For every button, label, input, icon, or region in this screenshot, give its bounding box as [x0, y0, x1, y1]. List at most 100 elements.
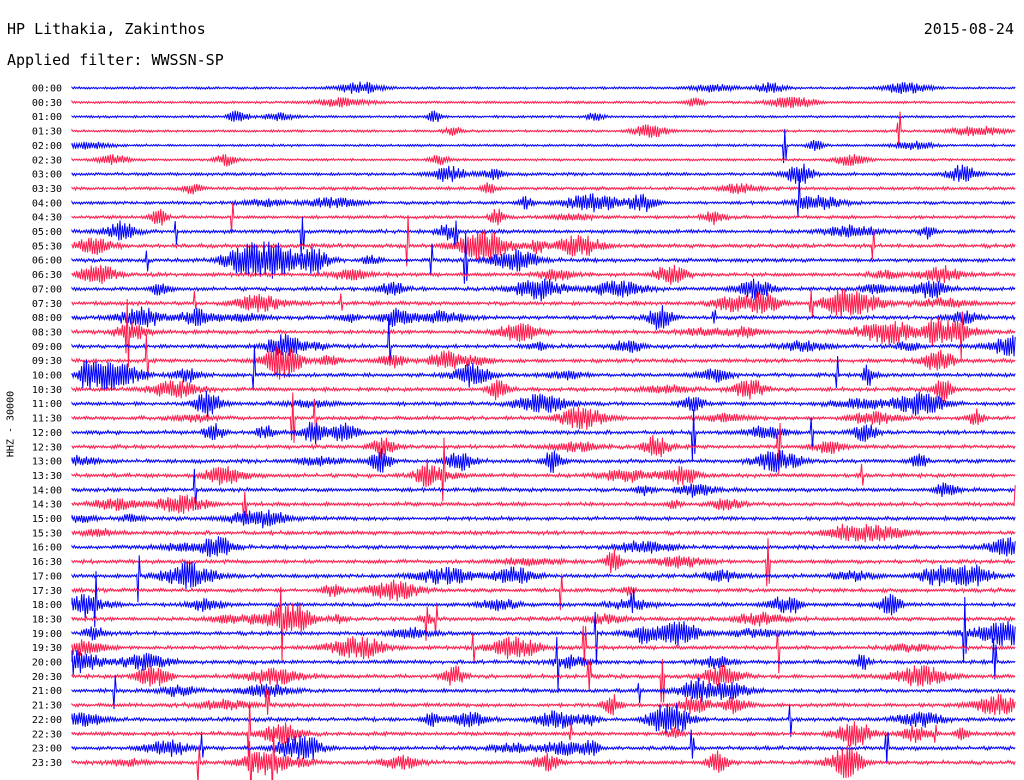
row-label: 06:30	[32, 270, 62, 281]
row-label: 12:00	[32, 428, 62, 439]
row-label: 10:30	[32, 385, 62, 396]
row-label: 00:30	[32, 98, 62, 109]
trace-line	[71, 596, 1016, 665]
row-label: 12:30	[32, 442, 62, 453]
trace-line	[71, 555, 1016, 603]
row-label: 06:00	[32, 256, 62, 267]
trace-line	[71, 176, 1016, 217]
row-label: 23:30	[32, 758, 62, 769]
trace-line	[71, 305, 1016, 331]
trace-line	[71, 153, 1016, 167]
filter-label: Applied filter: WWSSN-SP	[7, 51, 224, 69]
trace-line	[71, 128, 1016, 164]
row-label: 17:00	[32, 571, 62, 582]
trace-line	[71, 729, 1016, 765]
trace-line	[71, 217, 1016, 257]
trace-line	[71, 658, 1016, 703]
trace-line	[71, 182, 1016, 195]
row-label: 22:30	[32, 729, 62, 740]
row-label: 05:30	[32, 241, 62, 252]
row-label: 16:30	[32, 557, 62, 568]
row-label: 09:30	[32, 356, 62, 367]
trace-line	[71, 509, 1016, 529]
row-label: 04:00	[32, 198, 62, 209]
trace-line	[71, 317, 1016, 364]
trace-line	[71, 675, 1016, 710]
trace-line	[71, 586, 1016, 662]
row-label: 18:00	[32, 600, 62, 611]
row-label: 10:00	[32, 371, 62, 382]
row-label: 01:30	[32, 127, 62, 138]
row-label: 15:30	[32, 528, 62, 539]
trace-line	[71, 538, 1016, 587]
trace-line	[71, 392, 1016, 445]
row-label: 21:30	[32, 701, 62, 712]
trace-line	[71, 571, 1016, 628]
trace-line	[71, 688, 1016, 716]
row-label: 00:00	[32, 84, 62, 95]
row-label: 08:00	[32, 313, 62, 324]
trace-line	[71, 485, 1016, 519]
trace-line	[71, 437, 1016, 502]
trace-line	[71, 523, 1016, 543]
row-label: 07:30	[32, 299, 62, 310]
row-label: 11:30	[32, 414, 62, 425]
trace-line	[71, 468, 1016, 510]
row-label: 11:00	[32, 399, 62, 410]
row-label: 02:30	[32, 155, 62, 166]
row-label: 20:00	[32, 658, 62, 669]
row-label: 19:30	[32, 643, 62, 654]
trace-line	[71, 390, 1016, 418]
row-label: 02:00	[32, 141, 62, 152]
row-label: 20:30	[32, 672, 62, 683]
row-label: 13:30	[32, 471, 62, 482]
row-label: 13:00	[32, 457, 62, 468]
row-label: 14:00	[32, 485, 62, 496]
row-label: 05:00	[32, 227, 62, 238]
trace-line	[71, 110, 1016, 122]
trace-line	[71, 625, 1016, 674]
trace-line	[71, 702, 1016, 737]
trace-line	[71, 409, 1016, 461]
row-label: 07:00	[32, 284, 62, 295]
trace-line	[71, 636, 1016, 691]
row-label: 23:00	[32, 744, 62, 755]
trace-line	[71, 345, 1016, 392]
trace-line	[71, 232, 1016, 284]
row-label: 18:30	[32, 614, 62, 625]
trace-line	[71, 163, 1016, 184]
trace-line	[71, 448, 1016, 474]
row-label: 15:00	[32, 514, 62, 525]
trace-line	[71, 111, 1016, 148]
trace-line	[71, 573, 1016, 611]
trace-line	[71, 379, 1016, 402]
date-label: 2015-08-24	[923, 20, 1014, 38]
trace-line	[71, 334, 1016, 381]
row-label: 19:00	[32, 629, 62, 640]
row-label: 04:30	[32, 213, 62, 224]
row-label: 22:00	[32, 715, 62, 726]
station-title: HP Lithakia, Zakinthos	[7, 20, 206, 38]
row-label: 09:00	[32, 342, 62, 353]
trace-line	[71, 81, 1016, 95]
row-label: 21:00	[32, 686, 62, 697]
trace-line	[71, 278, 1016, 302]
trace-line	[71, 202, 1016, 233]
trace-line	[71, 422, 1016, 474]
trace-line	[71, 728, 1016, 780]
trace-line	[71, 298, 1016, 368]
trace-line	[71, 264, 1016, 285]
trace-line	[71, 215, 1016, 267]
row-label: 08:30	[32, 327, 62, 338]
trace-line	[71, 96, 1016, 109]
trace-line	[71, 288, 1016, 319]
trace-line	[71, 536, 1016, 558]
row-label: 14:30	[32, 500, 62, 511]
row-label: 03:00	[32, 170, 62, 181]
row-label: 03:30	[32, 184, 62, 195]
row-label: 16:00	[32, 543, 62, 554]
row-label: 01:00	[32, 112, 62, 123]
row-label: 17:30	[32, 586, 62, 597]
trace-line	[71, 701, 1016, 757]
